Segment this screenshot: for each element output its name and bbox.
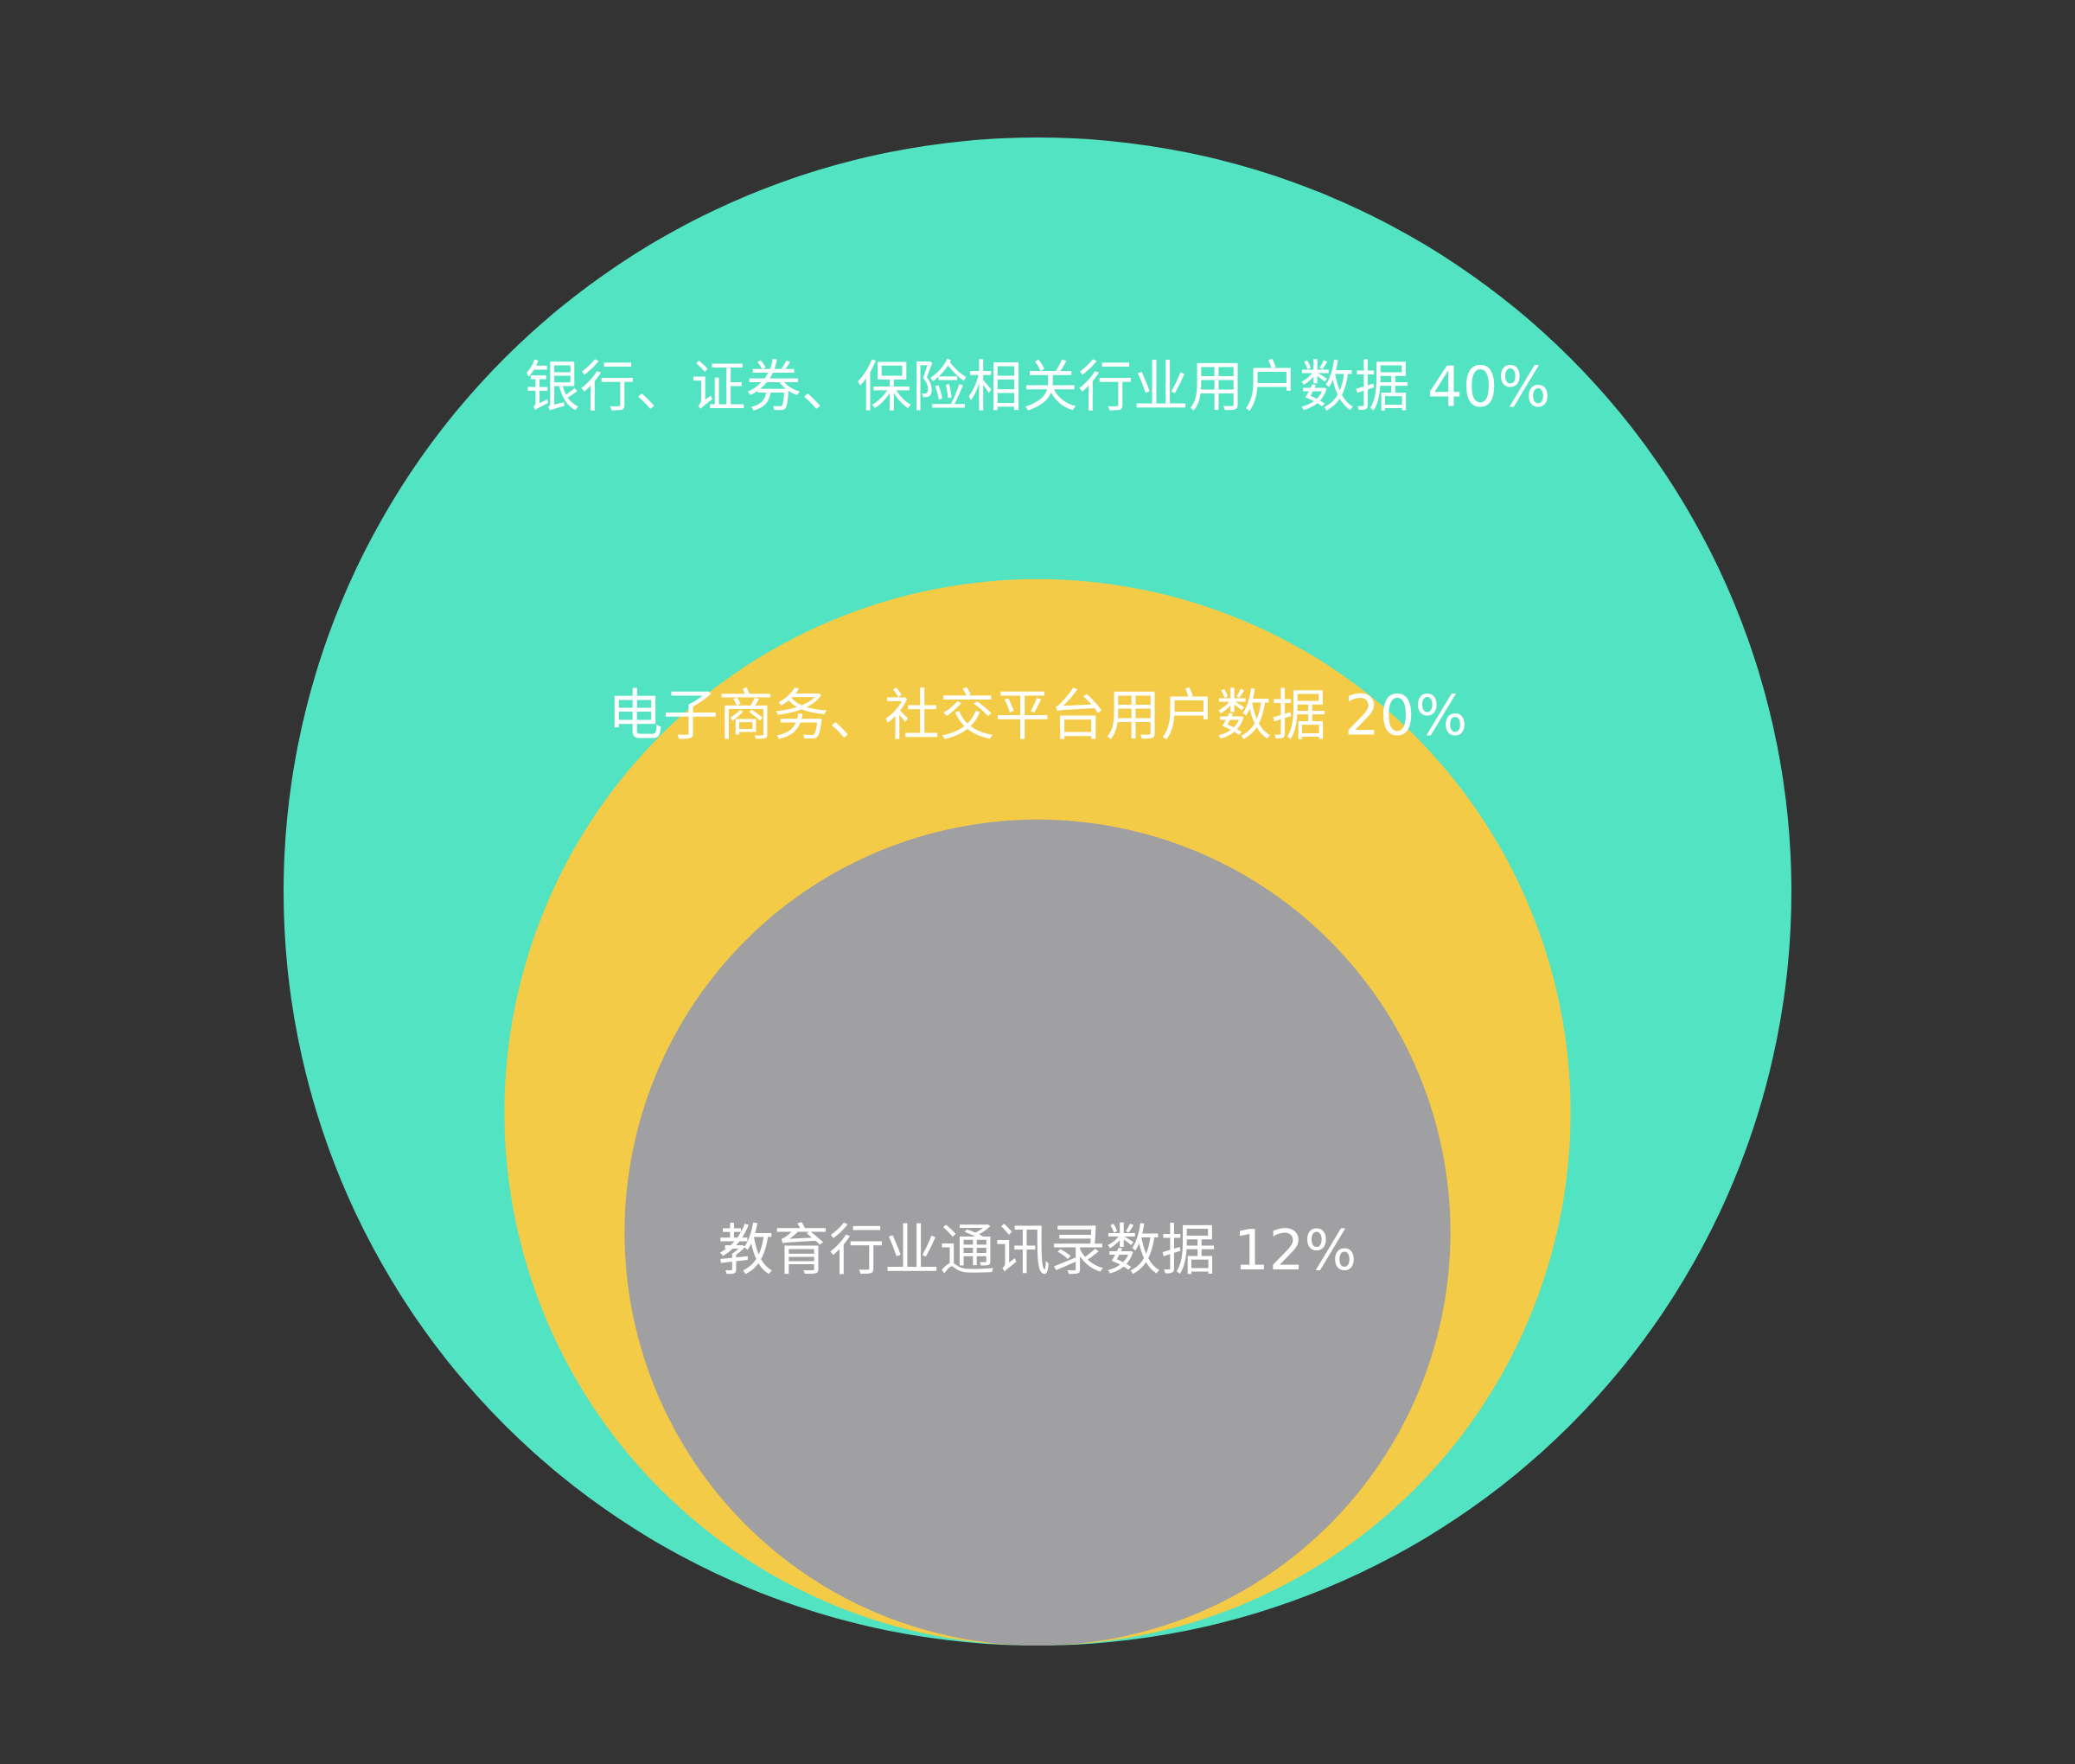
inner-circle: [624, 819, 1451, 1646]
label-outer: 银行、证券、保险相关行业用户数据 40%: [525, 356, 1551, 420]
circles-layer: [284, 137, 1791, 1646]
label-middle: 电子商务、社交平台用户数据 20%: [608, 684, 1468, 748]
label-inner: 教育行业通讯录数据 12%: [718, 1219, 1357, 1283]
labels-layer: 银行、证券、保险相关行业用户数据 40% 电子商务、社交平台用户数据 20% 教…: [525, 356, 1551, 1283]
